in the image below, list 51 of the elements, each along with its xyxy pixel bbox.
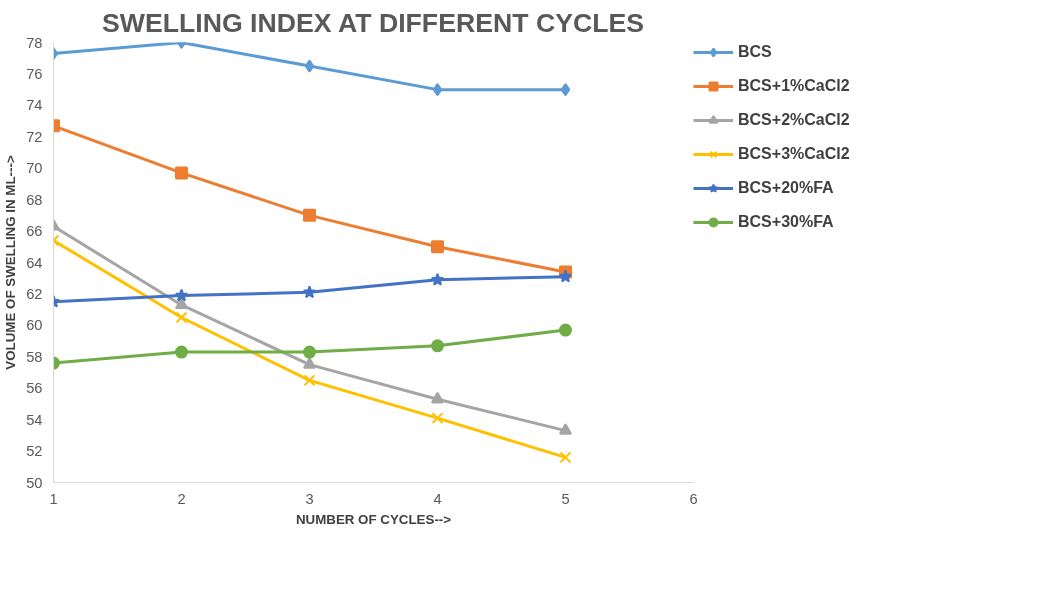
legend-label: BCS+20%FA (738, 179, 834, 197)
x-tick-label: 6 (689, 490, 698, 507)
x-axis-title: NUMBER OF CYCLES--> (295, 511, 452, 527)
y-tick-label: 72 (26, 128, 43, 145)
y-tick-label: 74 (26, 97, 43, 114)
y-tick-label: 52 (26, 443, 43, 460)
y-tick-label: 70 (26, 160, 43, 177)
y-tick-label: 62 (26, 285, 43, 302)
y-axis-title: VOLUME OF SWELLING IN ML---> (3, 155, 19, 370)
point (303, 345, 316, 359)
point (432, 83, 443, 97)
y-tick-label: 54 (26, 411, 43, 428)
y-tick-label: 50 (26, 474, 43, 491)
legend-label: BCS+1%CaCl2 (738, 77, 850, 95)
x-tick-label: 4 (433, 490, 442, 507)
point (303, 208, 316, 222)
y-tick-label: 78 (26, 34, 43, 51)
legend-label: BCS+30%FA (738, 213, 834, 231)
x-tick-label: 5 (561, 490, 570, 507)
x-tick-label: 3 (305, 490, 314, 507)
y-tick-label: 64 (26, 254, 43, 271)
point (175, 345, 188, 359)
point (431, 391, 444, 404)
chart-title: SWELLING INDEX AT DIFFERENT CYCLES (102, 7, 645, 38)
legend-label: BCS+2%CaCl2 (738, 111, 850, 129)
point (431, 339, 444, 353)
point (559, 451, 572, 464)
point (174, 288, 189, 302)
point (175, 311, 188, 324)
y-tick-label: 76 (26, 65, 43, 82)
point (431, 240, 444, 254)
y-tick-label: 58 (26, 348, 43, 365)
point (303, 357, 316, 369)
x-tick-label: 1 (49, 490, 58, 507)
x-tick-label: 2 (177, 490, 186, 507)
y-tick-label: 66 (26, 223, 43, 240)
point (431, 412, 444, 425)
y-tick-label: 68 (26, 191, 43, 208)
point (559, 423, 572, 435)
legend-label: BCS (738, 43, 772, 61)
legend-label: BCS+3%CaCl2 (738, 145, 850, 163)
point (302, 285, 317, 299)
y-tick-label: 56 (26, 380, 43, 397)
point (560, 83, 571, 97)
point (303, 374, 316, 387)
point (558, 269, 573, 283)
point (304, 59, 315, 73)
point (430, 272, 445, 286)
y-tick-label: 60 (26, 317, 43, 334)
point (175, 166, 188, 180)
point (559, 323, 572, 337)
